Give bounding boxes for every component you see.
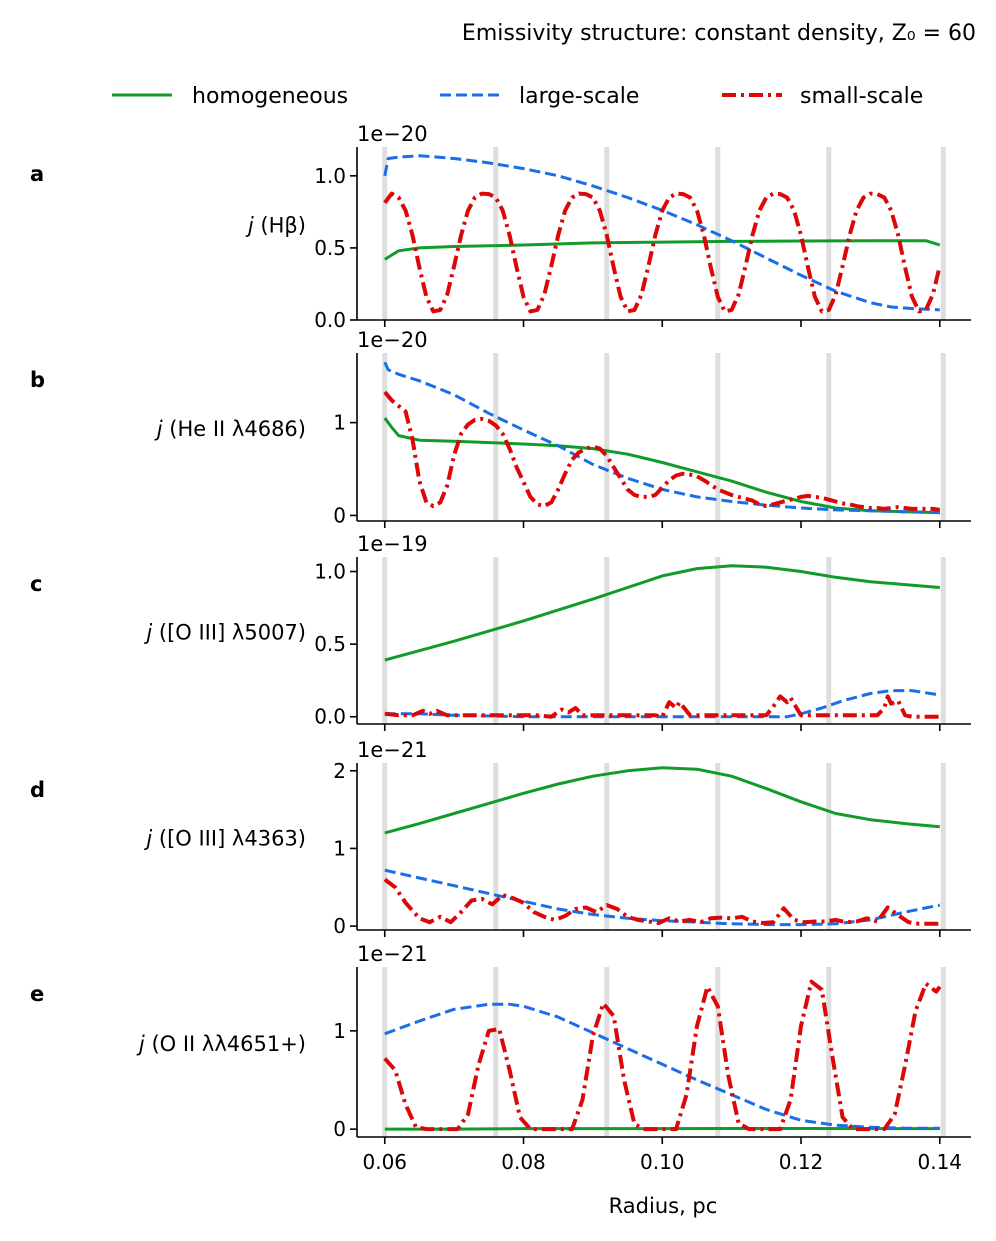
- axis-offset-label: 1e−20: [357, 328, 428, 352]
- y-tick-label: 0: [333, 914, 346, 938]
- axis-offset-label: 1e−21: [357, 942, 428, 966]
- y-tick-label: 0: [333, 1117, 346, 1141]
- y-axis-label: j (Hβ): [245, 214, 306, 238]
- y-axis-label: j ([O III] λ5007): [143, 621, 306, 645]
- legend-label-large-scale: large-scale: [519, 84, 639, 109]
- series-line-homogeneous: [383, 417, 940, 515]
- y-tick-label: 1.0: [314, 164, 346, 188]
- y-tick-label: 0.0: [314, 705, 346, 729]
- series-line-homogeneous: [384, 564, 940, 662]
- series-line-homogeneous: [384, 239, 941, 261]
- series-line-small-scale: [383, 191, 942, 314]
- y-axis-label-symbol: j: [143, 827, 152, 851]
- y-axis-label-line: ([O III] λ5007): [152, 621, 306, 645]
- y-tick-label: 0: [333, 503, 346, 527]
- panel-a: 0.0 0.5 1.0 1e−20 a j (Hβ): [30, 122, 971, 332]
- series-line-small-scale: [383, 979, 942, 1132]
- legend: homogeneous large-scale small-scale: [112, 84, 923, 109]
- y-axis-label: j ([O III] λ4363): [143, 827, 306, 851]
- x-tick-label: 0.10: [640, 1150, 685, 1174]
- x-axis-label: Radius, pc: [609, 1194, 718, 1218]
- panel-e: 0 1 0.06 0.08 0.10 0.12 0.14 1e−21 e j (O II λλ46…: [30, 942, 971, 1174]
- axis-offset-label: 1e−20: [357, 122, 428, 146]
- y-tick-label: 1: [333, 1019, 346, 1043]
- y-axis-label-symbol: j: [154, 417, 163, 441]
- axis-offset-label: 1e−21: [357, 738, 428, 762]
- legend-label-homogeneous: homogeneous: [192, 84, 348, 109]
- panel-letter: b: [30, 368, 45, 392]
- series-line-homogeneous: [384, 1127, 940, 1131]
- axis-offset-label: 1e−19: [357, 532, 428, 556]
- y-axis-label-line: (O II λλ4651+): [145, 1032, 306, 1056]
- y-tick-label: 1: [333, 836, 346, 860]
- x-tick-label: 0.12: [779, 1150, 824, 1174]
- series-line-small-scale: [383, 390, 941, 512]
- y-axis-label-line: (He II λ4686): [163, 417, 306, 441]
- panel-d: 0 1 2 1e−21 d j ([O III] λ4363): [30, 738, 971, 938]
- series-line-large-scale: [384, 868, 941, 927]
- x-tick-label: 0.14: [918, 1150, 963, 1174]
- y-tick-label: 0.5: [314, 236, 346, 260]
- y-axis-label-line: (Hβ): [254, 214, 306, 238]
- series-line-small-scale: [383, 877, 940, 926]
- panel-letter: e: [30, 982, 44, 1006]
- y-axis-label-symbol: j: [245, 214, 254, 238]
- panel-letter: d: [30, 778, 45, 802]
- y-axis-label-line: ([O III] λ4363): [152, 827, 306, 851]
- series-line-homogeneous: [384, 766, 940, 835]
- y-tick-label: 0.5: [314, 632, 346, 656]
- y-axis-label-symbol: j: [143, 621, 152, 645]
- series-line-large-scale: [383, 154, 940, 312]
- panel-letter: a: [30, 162, 44, 186]
- panel-c: 0.0 0.5 1.0 1e−19 c j ([O III] λ5007): [30, 532, 971, 731]
- x-tick-label: 0.08: [501, 1150, 546, 1174]
- series-line-small-scale: [384, 694, 940, 719]
- y-axis-label: j (He II λ4686): [154, 417, 306, 441]
- panel-letter: c: [30, 572, 42, 596]
- legend-label-small-scale: small-scale: [800, 84, 923, 109]
- y-axis-label-symbol: j: [136, 1032, 145, 1056]
- series-line-large-scale: [383, 361, 940, 515]
- series-line-large-scale: [384, 689, 941, 719]
- figure-title: Emissivity structure: constant density, …: [462, 21, 976, 46]
- y-tick-label: 2: [333, 759, 346, 783]
- series-line-large-scale: [384, 1002, 940, 1130]
- y-tick-label: 0.0: [314, 308, 346, 332]
- panel-b: 0 1 1e−20 b j (He II λ4686): [30, 328, 971, 528]
- x-tick-label: 0.06: [362, 1150, 407, 1174]
- y-axis-label: j (O II λλ4651+): [136, 1032, 306, 1056]
- y-tick-label: 1: [333, 411, 346, 435]
- y-tick-label: 1.0: [314, 560, 346, 584]
